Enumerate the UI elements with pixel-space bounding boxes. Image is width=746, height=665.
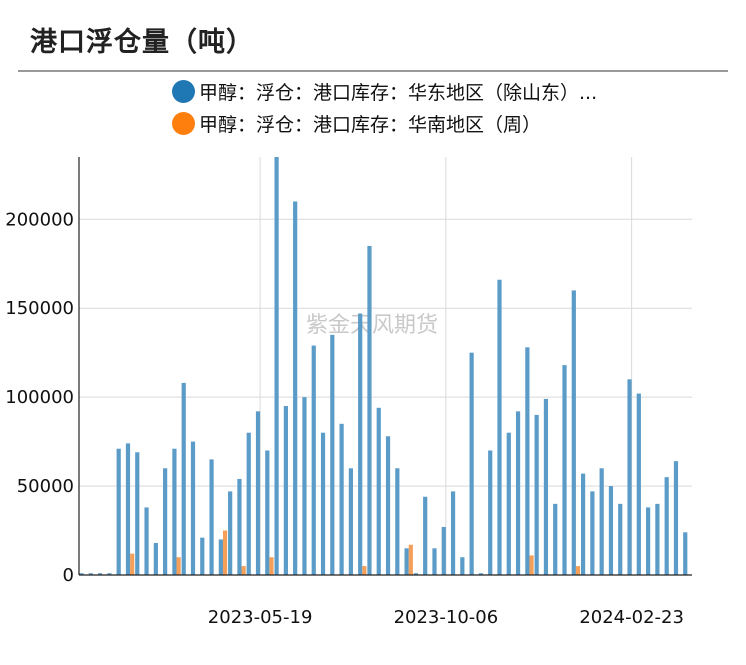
- bar-east: [246, 432, 251, 575]
- bar-east: [88, 573, 93, 575]
- bar-east: [228, 491, 233, 575]
- bar-east: [488, 450, 493, 575]
- bar-east: [255, 411, 261, 575]
- x-tick-label: 2023-05-19: [208, 607, 313, 628]
- bar-south: [529, 555, 534, 575]
- bar-east: [683, 532, 688, 575]
- bar-east: [404, 548, 409, 575]
- bar-east: [664, 477, 669, 575]
- bar-east: [330, 334, 335, 575]
- bar-east: [534, 414, 539, 575]
- bar-east: [571, 290, 576, 575]
- legend-label-east: 甲醇：浮仓：港口库存：华东地区（除山东）...: [199, 81, 598, 104]
- bar-east: [265, 450, 270, 575]
- bar-east: [441, 526, 446, 575]
- bar-east: [293, 201, 298, 575]
- bar-east: [655, 503, 660, 575]
- bar-east: [497, 279, 502, 575]
- bar-south: [362, 566, 367, 575]
- bar-south: [241, 566, 246, 575]
- bar-south: [176, 557, 181, 575]
- bar-east: [135, 452, 140, 575]
- title-divider: [18, 70, 728, 72]
- bar-east: [469, 352, 474, 575]
- bar-east: [339, 423, 344, 575]
- y-tick-label: 100000: [5, 387, 74, 408]
- bar-east: [348, 468, 353, 575]
- watermark: 紫金天风期货: [306, 313, 438, 338]
- bar-east: [172, 448, 177, 575]
- bar-east: [237, 478, 242, 575]
- bar-east: [515, 411, 521, 575]
- bar-east: [636, 393, 641, 575]
- bar-east: [525, 347, 530, 575]
- bar-east: [302, 397, 307, 575]
- bar-east: [200, 537, 205, 575]
- bar-east: [553, 503, 558, 575]
- bar-east: [543, 398, 549, 575]
- bar-east: [163, 468, 168, 575]
- legend: 甲醇：浮仓：港口库存：华东地区（除山东）... 甲醇：浮仓：港口库存：华南地区（…: [172, 75, 597, 139]
- bar-east: [79, 573, 84, 575]
- x-tick-label: 2024-02-23: [579, 607, 684, 628]
- bar-east: [423, 496, 428, 575]
- legend-item-east[interactable]: 甲醇：浮仓：港口库存：华东地区（除山东）...: [172, 75, 597, 107]
- bar-east: [274, 157, 279, 575]
- bar-east: [218, 539, 223, 575]
- legend-label-south: 甲醇：浮仓：港口库存：华南地区（周）: [199, 113, 542, 136]
- bar-east: [599, 468, 604, 575]
- bar-east: [311, 345, 316, 575]
- bar-east: [98, 573, 103, 575]
- bar-east: [450, 491, 456, 575]
- bar-south: [269, 557, 274, 575]
- bar-east: [460, 557, 465, 575]
- bar-east: [283, 406, 288, 575]
- bar-east: [181, 382, 186, 575]
- bar-east: [367, 245, 372, 576]
- legend-marker-east: [172, 79, 195, 103]
- y-tick-label: 0: [63, 565, 74, 586]
- y-tick-label: 50000: [17, 476, 74, 497]
- bar-east: [506, 432, 511, 575]
- bar-east: [320, 432, 326, 575]
- bar-east: [190, 441, 196, 575]
- chart-title: 港口浮仓量（吨）: [30, 27, 254, 58]
- bar-east: [125, 443, 131, 575]
- bar-east: [376, 407, 381, 575]
- bar-east: [144, 507, 149, 575]
- bar-south: [222, 530, 228, 575]
- bar-east: [608, 486, 614, 575]
- bar-east: [413, 573, 419, 575]
- bar-east: [385, 436, 391, 575]
- bar-east: [627, 379, 632, 575]
- bar-east: [153, 542, 158, 575]
- bar-east: [673, 461, 679, 575]
- x-tick-label: 2023-10-06: [394, 607, 499, 628]
- legend-marker-south: [172, 111, 195, 135]
- bar-east: [562, 365, 567, 575]
- y-tick-label: 150000: [5, 298, 74, 319]
- bar-east: [618, 503, 623, 575]
- bar-south: [575, 566, 581, 575]
- bar-east: [432, 548, 437, 575]
- bar-east: [209, 459, 214, 575]
- bar-east: [395, 468, 400, 575]
- bar-east: [478, 573, 484, 575]
- bar-east: [590, 491, 595, 575]
- bar-south: [130, 553, 135, 575]
- bar-east: [116, 448, 121, 575]
- bar-east: [646, 507, 651, 575]
- bar-east: [358, 313, 363, 575]
- bar-east: [107, 573, 112, 575]
- legend-item-south[interactable]: 甲醇：浮仓：港口库存：华南地区（周）: [172, 107, 597, 139]
- bar-south: [408, 544, 413, 575]
- bar-east: [580, 473, 586, 575]
- y-tick-label: 200000: [5, 209, 74, 230]
